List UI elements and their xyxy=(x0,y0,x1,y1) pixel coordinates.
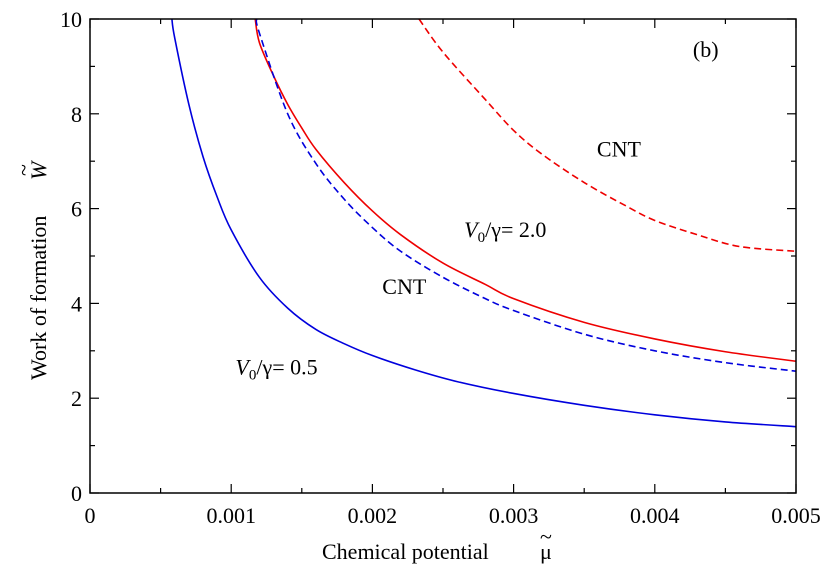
series-line-red-dashed xyxy=(418,18,797,253)
series-line-red-solid xyxy=(254,18,797,363)
x-axis-symbol-accent: ~ xyxy=(540,524,552,549)
x-tick-label: 0.001 xyxy=(206,503,256,528)
y-tick-label: 4 xyxy=(71,291,82,316)
ratio-label: V0/γ= 2.0 xyxy=(464,217,546,246)
x-axis-symbol: μ xyxy=(540,539,552,564)
curve-label: CNT xyxy=(597,136,642,161)
y-axis-title: Work of formation W ~ xyxy=(11,160,51,380)
x-tick-label: 0 xyxy=(85,503,96,528)
ratio-label: V0/γ= 0.5 xyxy=(235,355,317,384)
x-tick-label: 0.002 xyxy=(348,503,398,528)
y-axis-title-text: Work of formation xyxy=(26,216,51,380)
x-tick-label: 0.004 xyxy=(630,503,680,528)
y-tick-label: 0 xyxy=(71,481,82,506)
y-tick-label: 2 xyxy=(71,386,82,411)
y-axis-symbol-accent: ~ xyxy=(11,164,36,176)
series-line-blue-dashed xyxy=(255,18,797,372)
x-axis-title-text: Chemical potential xyxy=(322,539,489,564)
annotations: V0/γ= 2.0 CNT V0/γ= 0.5 CNT (b) xyxy=(235,37,718,384)
curve-label: (b) xyxy=(693,37,719,62)
series-line-blue-solid xyxy=(171,18,797,428)
y-axis-symbol: W xyxy=(26,160,51,180)
y-tick-label: 8 xyxy=(71,102,82,127)
curve-label: CNT xyxy=(382,274,427,299)
axis-ticks xyxy=(89,18,797,494)
tick-labels: 0 0.001 0.002 0.003 0.004 0.005 0 2 4 6 8 10 xyxy=(60,7,821,528)
x-tick-label: 0.003 xyxy=(489,503,539,528)
x-tick-label: 0.005 xyxy=(771,503,821,528)
series-lines xyxy=(171,18,797,428)
y-tick-label: 10 xyxy=(60,7,82,32)
x-axis-title: Chemical potential xyxy=(322,539,489,564)
y-tick-label: 6 xyxy=(71,197,82,222)
plot-frame xyxy=(89,18,797,494)
